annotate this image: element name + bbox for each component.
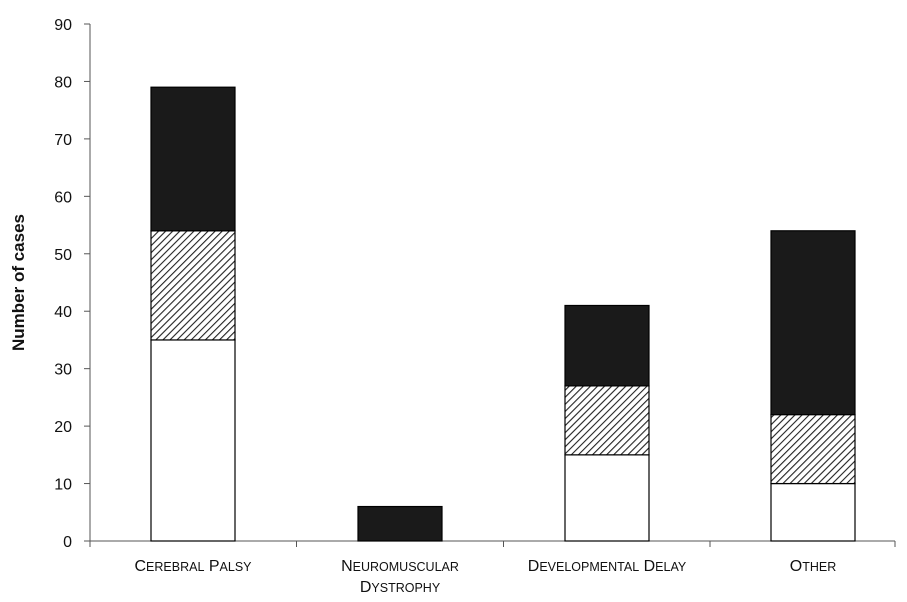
bar-segment-white	[770, 482, 856, 542]
category-labels: CEREBRAL PALSY NEUROMUSCULAR DYSTROPHY DEVE…	[134, 558, 836, 596]
bar-segment-hatched	[770, 414, 856, 485]
bar-segment-black	[357, 505, 443, 542]
y-tick-label: 0	[63, 534, 72, 551]
y-tick-label: 40	[54, 304, 72, 321]
category-label: CEREBRAL PALSY	[134, 558, 252, 575]
bars	[150, 86, 856, 542]
y-tick-label: 50	[54, 247, 72, 264]
y-tick-label: 60	[54, 189, 72, 206]
bar-segment-white	[150, 339, 236, 542]
bar-segment-hatched	[564, 385, 650, 456]
bar-segment-black	[564, 304, 650, 387]
y-axis-label: Number of cases	[9, 214, 28, 351]
category-label: OTHER	[790, 558, 836, 575]
y-tick-label: 30	[54, 362, 72, 379]
category-label-line2: DYSTROPHY	[360, 579, 441, 596]
category-label: NEUROMUSCULAR	[341, 558, 459, 575]
bar-segment-black	[770, 230, 856, 416]
x-axis	[89, 540, 896, 547]
bar-segment-hatched	[150, 230, 236, 341]
y-tick-label: 90	[54, 17, 72, 34]
y-tick-label: 20	[54, 419, 72, 436]
y-tick-label: 10	[54, 477, 72, 494]
y-axis: 0 10 20 30 40 50 60 70 80 90	[54, 17, 91, 551]
y-tick-label: 70	[54, 132, 72, 149]
y-tick-label: 80	[54, 74, 72, 91]
bar-segment-black	[150, 86, 236, 232]
category-label: DEVELOPMENTAL DELAY	[528, 558, 687, 575]
bar-segment-white	[564, 454, 650, 542]
